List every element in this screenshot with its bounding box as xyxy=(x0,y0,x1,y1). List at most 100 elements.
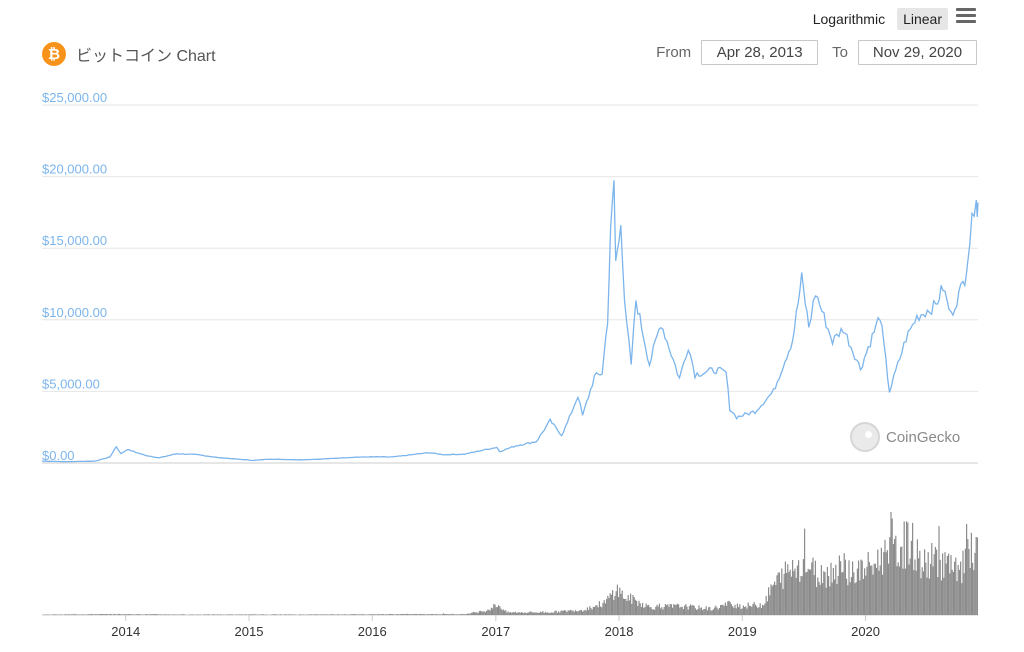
volume-bar xyxy=(477,613,479,615)
volume-bar xyxy=(902,568,904,615)
volume-bar xyxy=(298,614,300,615)
scale-toggle: Logarithmic Linear xyxy=(807,8,948,30)
volume-bar xyxy=(834,579,836,615)
linear-scale-button[interactable]: Linear xyxy=(897,8,948,30)
volume-bar xyxy=(906,521,908,615)
volume-bar xyxy=(522,612,524,615)
volume-bar xyxy=(451,613,453,615)
volume-bar xyxy=(441,614,443,615)
volume-bar xyxy=(128,614,130,615)
volume-bar xyxy=(91,614,93,615)
volume-bar xyxy=(794,568,796,615)
volume-bar xyxy=(420,613,422,615)
volume-bar xyxy=(145,614,147,615)
volume-bar xyxy=(94,614,96,615)
volume-bar xyxy=(668,606,670,615)
volume-bar xyxy=(549,613,551,615)
volume-bar xyxy=(390,614,392,615)
volume-bar xyxy=(366,614,368,615)
hamburger-menu-icon[interactable] xyxy=(956,8,976,24)
volume-bar xyxy=(577,611,579,615)
volume-bar xyxy=(786,572,788,615)
volume-bar xyxy=(644,607,646,615)
volume-bar xyxy=(211,614,213,615)
volume-bar xyxy=(398,614,400,615)
volume-bar xyxy=(654,609,656,615)
volume-bar xyxy=(123,614,125,615)
volume-bar xyxy=(825,587,827,615)
volume-bar xyxy=(711,610,713,615)
volume-bar xyxy=(367,614,369,615)
volume-bar xyxy=(452,613,454,615)
volume-bar xyxy=(78,614,80,615)
volume-bar xyxy=(262,614,264,615)
volume-bar xyxy=(505,610,507,615)
volume-bar xyxy=(134,614,136,615)
volume-bar xyxy=(493,604,495,615)
volume-bar xyxy=(439,614,441,615)
volume-bar xyxy=(656,604,658,615)
volume-bar xyxy=(219,614,221,615)
volume-bar xyxy=(795,577,797,615)
volume-bar xyxy=(753,602,755,615)
volume-bar xyxy=(532,612,534,615)
volume-bar xyxy=(967,539,969,615)
volume-bar xyxy=(949,573,951,615)
volume-bar xyxy=(727,601,729,615)
volume-bar xyxy=(218,614,220,615)
volume-bar xyxy=(705,606,707,615)
volume-bar xyxy=(600,606,602,615)
volume-bar xyxy=(944,552,946,615)
volume-bar xyxy=(805,572,807,615)
volume-bar xyxy=(195,614,197,615)
volume-bar xyxy=(601,607,603,615)
volume-bar xyxy=(936,549,938,615)
volume-bar xyxy=(271,614,273,615)
volume-bar xyxy=(385,614,387,615)
volume-bar xyxy=(819,584,821,615)
from-date-input[interactable]: Apr 28, 2013 xyxy=(701,40,819,65)
volume-bar xyxy=(572,610,574,615)
volume-bar xyxy=(498,605,500,615)
volume-bar xyxy=(370,614,372,615)
volume-bar xyxy=(932,566,934,615)
volume-bar xyxy=(147,614,149,615)
volume-bar xyxy=(85,614,87,615)
volume-bar xyxy=(550,612,552,615)
volume-bar xyxy=(109,614,111,615)
volume-bar xyxy=(342,614,344,615)
volume-bar xyxy=(828,576,830,615)
x-tick-label: 2015 xyxy=(235,624,264,639)
volume-bar xyxy=(400,614,402,615)
volume-bar xyxy=(446,614,448,615)
volume-bar xyxy=(556,612,558,615)
volume-bar xyxy=(709,606,711,615)
volume-bar xyxy=(472,612,474,615)
volume-bar xyxy=(808,569,810,615)
volume-bar xyxy=(792,560,794,615)
volume-bar xyxy=(468,613,470,615)
volume-bar xyxy=(614,596,616,615)
volume-bar xyxy=(483,611,485,615)
volume-bar xyxy=(252,614,254,615)
volume-bar xyxy=(847,585,849,615)
volume-bar xyxy=(894,538,896,615)
volume-bar xyxy=(648,604,650,615)
volume-bar xyxy=(873,563,875,615)
volume-bar xyxy=(706,610,708,615)
volume-bar xyxy=(289,614,291,615)
volume-bar xyxy=(960,561,962,615)
volume-bar xyxy=(622,598,624,615)
volume-bar xyxy=(584,609,586,615)
volume-bar xyxy=(772,584,774,615)
volume-bar xyxy=(955,557,957,615)
volume-bar xyxy=(231,614,233,615)
volume-bar xyxy=(301,614,303,615)
volume-bar xyxy=(535,612,537,615)
volume-bar xyxy=(430,614,432,615)
volume-bar xyxy=(80,614,82,615)
logarithmic-scale-button[interactable]: Logarithmic xyxy=(812,11,886,27)
volume-bar xyxy=(908,564,910,615)
volume-bar xyxy=(506,612,508,615)
to-date-input[interactable]: Nov 29, 2020 xyxy=(858,40,977,65)
